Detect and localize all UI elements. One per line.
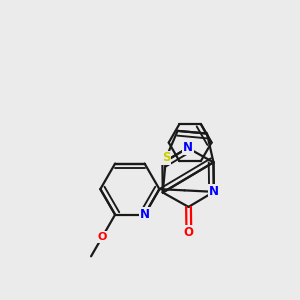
Text: N: N xyxy=(140,208,150,221)
Text: S: S xyxy=(162,152,170,164)
Text: O: O xyxy=(184,226,194,239)
Text: O: O xyxy=(98,232,107,242)
Text: N: N xyxy=(183,141,193,154)
Text: N: N xyxy=(209,185,219,198)
